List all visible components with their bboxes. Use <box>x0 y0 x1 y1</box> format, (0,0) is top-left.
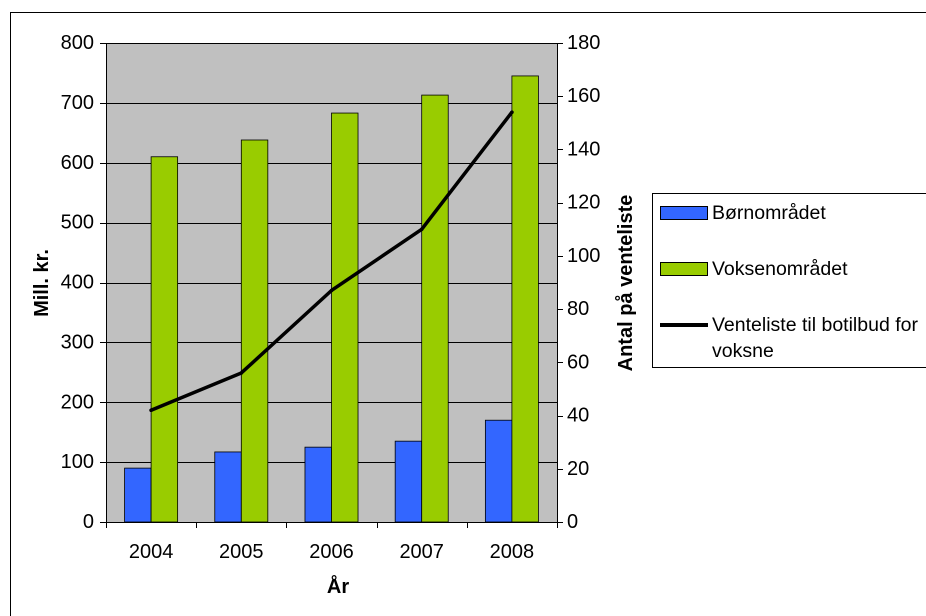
bar-bornomradet-2005 <box>214 451 242 523</box>
tick-marks <box>100 43 563 528</box>
bar-bornomradet-2004 <box>124 467 152 523</box>
line-series <box>149 110 514 412</box>
y-axis-tick-label-500: 500 <box>61 212 94 234</box>
x-axis-tick-label-2004: 2004 <box>129 541 174 563</box>
y2-axis-tick-label-0: 0 <box>567 511 578 533</box>
y-axis-tick-label-0: 0 <box>83 511 94 533</box>
y-axis-tick-label-200: 200 <box>61 391 94 413</box>
bar-voksenomradet-2008 <box>511 75 539 523</box>
bar-voksenomradet-2005 <box>240 139 269 523</box>
legend-item-bornomradet: Børnområdet <box>653 201 925 225</box>
legend-label-voksenomradet: Voksenområdet <box>712 258 848 280</box>
legend: Børnområdet Voksenområdet Venteliste til… <box>652 193 926 368</box>
y2-axis-tick-label-180: 180 <box>567 32 600 54</box>
legend-item-voksenomradet: Voksenområdet <box>653 257 925 281</box>
y-axis-tick-label-100: 100 <box>61 451 94 473</box>
tick-labels: 0 100 200 300 400 500 600 700 800 0 20 40 60 80 100 120… <box>61 32 601 563</box>
y-axis-title: Mill. kr. <box>31 249 53 317</box>
y2-axis-tick-label-40: 40 <box>567 405 589 427</box>
bars <box>124 75 539 523</box>
legend-label-bornomradet: Børnområdet <box>712 202 826 224</box>
y-axis-tick-label-400: 400 <box>61 272 94 294</box>
x-axis-tick-label-2005: 2005 <box>219 541 264 563</box>
point-venteliste-til-botilbud-for-voksne-2006 <box>329 288 334 293</box>
bar-voksenomradet-2004 <box>150 156 179 523</box>
y-axis-tick-label-700: 700 <box>61 92 94 114</box>
legend-key-bornomradet <box>660 206 708 220</box>
legend-key-venteliste <box>660 323 708 327</box>
x-axis-title: År <box>327 574 349 598</box>
axes <box>106 43 558 523</box>
y2-axis-tick-label-60: 60 <box>567 351 589 373</box>
bar-bornomradet-2007 <box>394 440 423 523</box>
bar-bornomradet-2006 <box>304 446 332 523</box>
legend-key-voksenomradet <box>660 262 708 276</box>
point-venteliste-til-botilbud-for-voksne-2008 <box>510 110 514 114</box>
y2-axis-tick-label-120: 120 <box>567 192 600 214</box>
chart-area-border <box>10 12 926 616</box>
y-axis-tick-label-800: 800 <box>61 32 94 54</box>
bar-voksenomradet-2007 <box>421 94 449 523</box>
legend-item-venteliste: Venteliste til botilbud for voksne <box>653 312 925 364</box>
bar-bornomradet-2008 <box>484 419 513 523</box>
y2-axis-tick-label-140: 140 <box>567 138 600 160</box>
x-axis-tick-label-2008: 2008 <box>490 541 535 563</box>
x-axis-tick-label-2007: 2007 <box>399 541 444 563</box>
y2-axis-tick-label-80: 80 <box>567 298 589 320</box>
point-venteliste-til-botilbud-for-voksne-2005 <box>239 371 244 375</box>
y2-axis-tick-label-100: 100 <box>567 245 600 267</box>
y2-axis-tick-label-20: 20 <box>567 458 589 480</box>
y2-axis-title: Antal på venteliste <box>614 195 637 372</box>
point-venteliste-til-botilbud-for-voksne-2004 <box>149 408 153 412</box>
bar-voksenomradet-2006 <box>331 112 359 523</box>
x-axis-tick-label-2006: 2006 <box>309 541 354 563</box>
legend-label-venteliste: Venteliste til botilbud for voksne <box>712 314 918 362</box>
y-axis-tick-label-300: 300 <box>61 331 94 353</box>
y-axis-tick-label-600: 600 <box>61 152 94 174</box>
y2-axis-tick-label-160: 160 <box>567 85 600 107</box>
point-venteliste-til-botilbud-for-voksne-2007 <box>419 227 424 232</box>
